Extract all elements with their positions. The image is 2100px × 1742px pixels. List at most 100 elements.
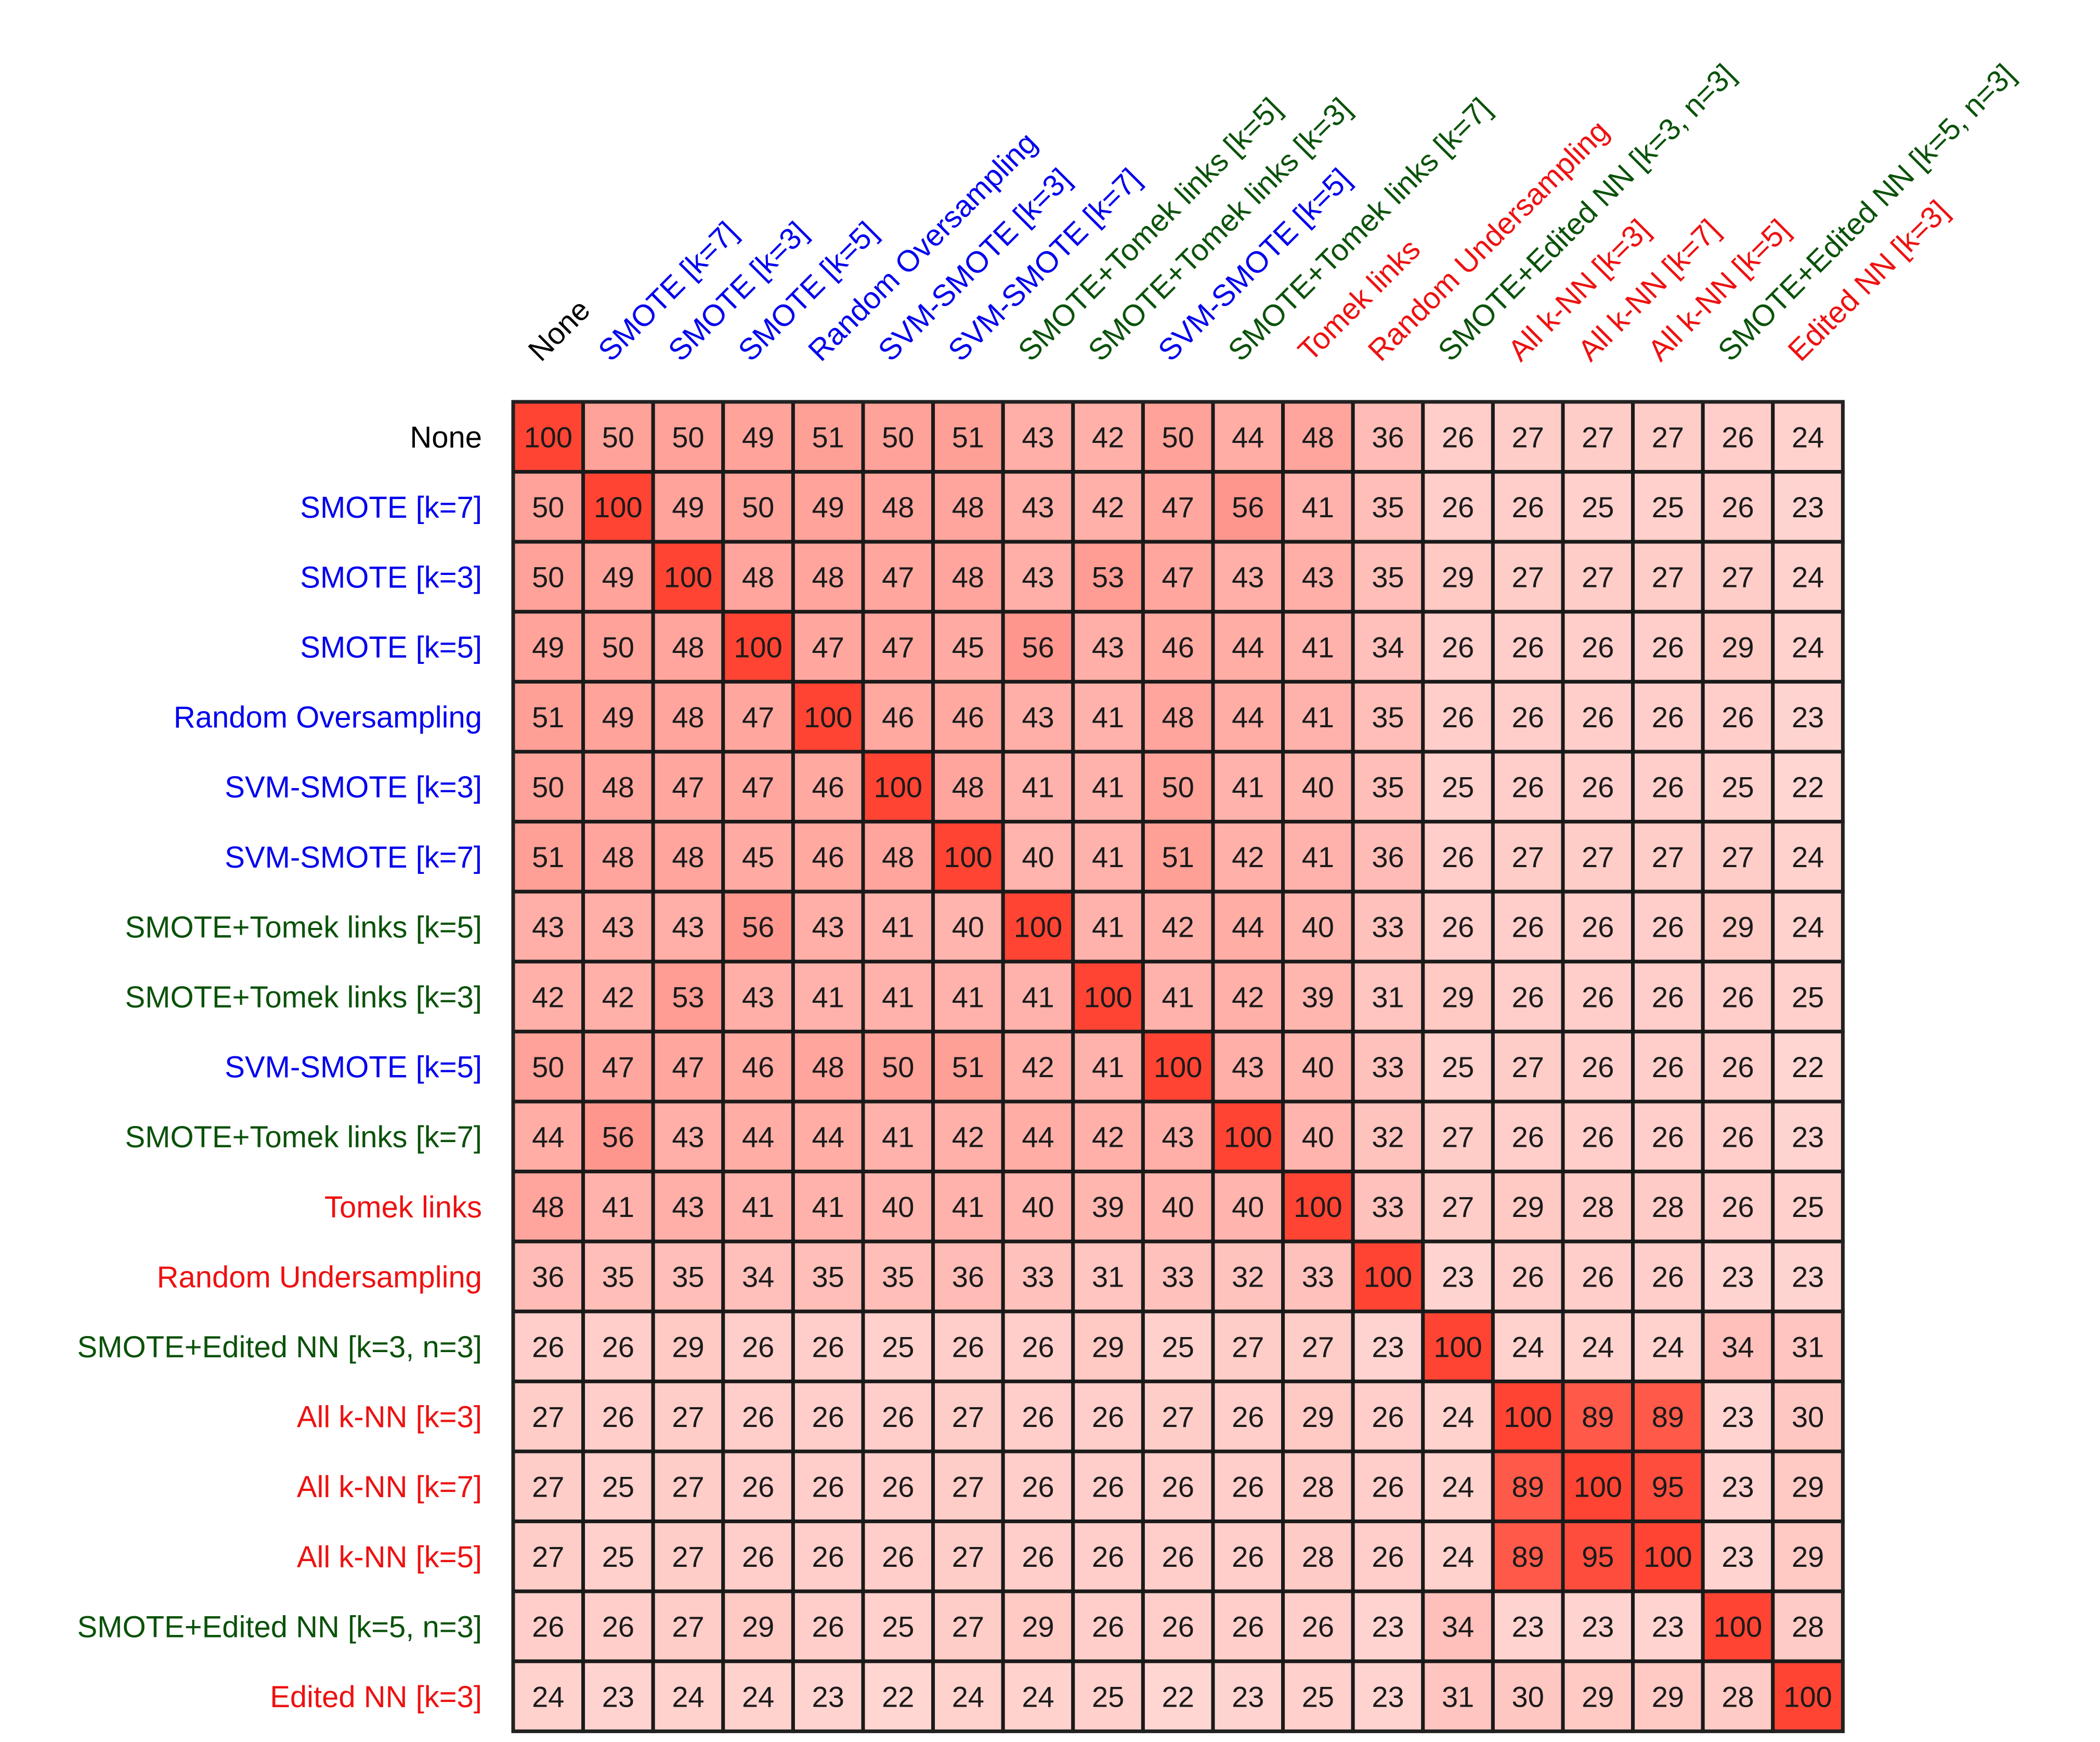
heatmap-cell-r16-c3 [721, 1520, 795, 1593]
data-label-r1-c12: 35 [1372, 491, 1404, 523]
data-label-r18-c11: 25 [1302, 1680, 1334, 1713]
data-label-r9-c7: 42 [1022, 1051, 1054, 1083]
data-label-r7-c12: 33 [1372, 911, 1404, 944]
heatmap-cell-r2-c12 [1351, 540, 1425, 614]
data-label-r10-c0: 44 [532, 1120, 564, 1153]
data-label-r4-c1: 49 [602, 701, 634, 734]
data-label-r6-c16: 27 [1652, 841, 1684, 873]
data-label-r2-c16: 27 [1652, 561, 1684, 594]
data-label-r9-c15: 26 [1582, 1051, 1614, 1083]
heatmap-cell-r7-c16 [1631, 889, 1705, 964]
data-label-r4-c16: 26 [1652, 701, 1684, 734]
data-label-r8-c6: 41 [952, 980, 984, 1013]
heatmap-cell-r10-c10 [1211, 1099, 1285, 1174]
data-label-r3-c14: 26 [1512, 631, 1544, 663]
heatmap-cell-r7-c2 [651, 889, 725, 964]
heatmap-cell-r3-c8 [1071, 610, 1145, 684]
heatmap-cell-r2-c17 [1701, 540, 1775, 614]
data-label-r17-c11: 26 [1302, 1610, 1334, 1643]
heatmap-cell-r16-c2 [651, 1520, 725, 1593]
data-label-r13-c7: 26 [1022, 1330, 1054, 1363]
heatmap-cell-r5-c9 [1141, 750, 1215, 824]
data-label-r18-c0: 24 [532, 1680, 564, 1713]
data-label-r10-c16: 26 [1652, 1120, 1684, 1153]
data-label-r12-c14: 26 [1512, 1261, 1544, 1293]
data-label-r15-c11: 28 [1302, 1470, 1334, 1503]
heatmap-cell-r4-c17 [1701, 679, 1775, 754]
data-label-r3-c4: 47 [812, 631, 844, 663]
data-label-r11-c10: 40 [1232, 1190, 1264, 1223]
heatmap-cell-r8-c13 [1421, 960, 1495, 1033]
data-label-r7-c13: 26 [1442, 911, 1474, 944]
data-label-r1-c2: 49 [672, 491, 704, 523]
data-label-r0-c13: 26 [1442, 421, 1474, 453]
heatmap-cell-r5-c5 [861, 750, 935, 824]
data-label-r12-c2: 35 [672, 1261, 704, 1293]
data-label-r17-c8: 26 [1092, 1610, 1124, 1643]
heatmap-cell-r13-c16 [1631, 1309, 1705, 1383]
data-label-r17-c12: 23 [1372, 1610, 1404, 1643]
data-label-r0-c17: 26 [1721, 421, 1754, 453]
data-label-r12-c1: 35 [602, 1261, 634, 1293]
data-label-r2-c4: 48 [812, 561, 844, 594]
data-label-r14-c18: 30 [1792, 1400, 1824, 1433]
heatmap-cell-r0-c7 [1001, 400, 1075, 474]
heatmap-cell-r1-c17 [1701, 470, 1775, 544]
heatmap-cell-r10-c15 [1561, 1099, 1635, 1174]
data-label-r13-c13: 100 [1433, 1330, 1482, 1363]
heatmap-cell-r6-c5 [861, 820, 935, 894]
data-label-r3-c7: 56 [1022, 631, 1054, 663]
data-label-r18-c18: 100 [1783, 1680, 1832, 1713]
data-label-r14-c17: 23 [1721, 1400, 1754, 1433]
data-label-r14-c1: 26 [602, 1400, 634, 1433]
data-label-r13-c8: 29 [1092, 1330, 1124, 1363]
data-label-r3-c12: 34 [1372, 631, 1404, 663]
heatmap-cell-r18-c8 [1071, 1659, 1145, 1733]
data-label-r12-c6: 36 [952, 1261, 984, 1293]
data-label-r6-c3: 45 [742, 841, 774, 873]
data-label-r3-c2: 48 [672, 631, 704, 663]
heatmap-cell-r5-c8 [1071, 750, 1145, 824]
data-label-r8-c2: 53 [672, 980, 704, 1013]
data-label-r10-c14: 26 [1512, 1120, 1544, 1153]
data-label-r7-c7: 100 [1014, 911, 1062, 944]
data-label-r3-c6: 45 [952, 631, 984, 663]
row-labels: None SMOTE [k=7] SMOTE [k=3] SMOTE [k=5] Ran… [77, 421, 482, 1714]
data-label-r2-c8: 53 [1092, 561, 1124, 594]
heatmap-cell-r16-c5 [861, 1520, 935, 1593]
data-label-r4-c13: 26 [1442, 701, 1474, 734]
heatmap-cell-r15-c7 [1001, 1449, 1075, 1524]
data-label-r8-c4: 41 [812, 980, 844, 1013]
heatmap-cell-r17-c0 [511, 1589, 585, 1664]
data-label-r3-c15: 26 [1582, 631, 1614, 663]
data-label-r16-c14: 89 [1512, 1540, 1544, 1573]
data-label-r14-c3: 26 [742, 1400, 774, 1433]
heatmap-cell-r9-c15 [1561, 1029, 1635, 1104]
data-label-r15-c4: 26 [812, 1470, 844, 1503]
data-label-r5-c14: 26 [1512, 770, 1544, 803]
heatmap-cell-r11-c12 [1351, 1170, 1425, 1243]
data-label-r10-c18: 23 [1792, 1120, 1824, 1153]
data-label-r15-c12: 26 [1372, 1470, 1404, 1503]
data-label-r2-c5: 47 [882, 561, 914, 594]
data-label-r5-c10: 41 [1232, 770, 1264, 803]
row-label-tomek-links: Tomek links [324, 1190, 482, 1224]
data-label-r5-c1: 48 [602, 770, 634, 803]
data-label-r7-c0: 43 [532, 911, 564, 944]
data-label-r3-c17: 29 [1721, 631, 1754, 663]
data-label-r18-c1: 23 [602, 1680, 634, 1713]
data-label-r11-c8: 39 [1092, 1190, 1124, 1223]
heatmap-cell-r5-c2 [651, 750, 725, 824]
heatmap-cell-r17-c14 [1491, 1589, 1565, 1664]
data-label-r11-c0: 48 [532, 1190, 564, 1223]
data-label-r12-c7: 33 [1022, 1261, 1054, 1293]
data-label-r0-c0: 100 [524, 421, 572, 453]
data-label-r11-c3: 41 [742, 1190, 774, 1223]
data-label-r6-c4: 46 [812, 841, 844, 873]
data-label-r12-c0: 36 [532, 1261, 564, 1293]
data-label-r0-c5: 50 [882, 421, 914, 453]
data-label-r0-c6: 51 [952, 421, 984, 453]
data-label-r7-c9: 42 [1162, 911, 1194, 944]
data-label-r0-c7: 43 [1022, 421, 1054, 453]
row-label-random-oversampling: Random Oversampling [174, 701, 482, 735]
